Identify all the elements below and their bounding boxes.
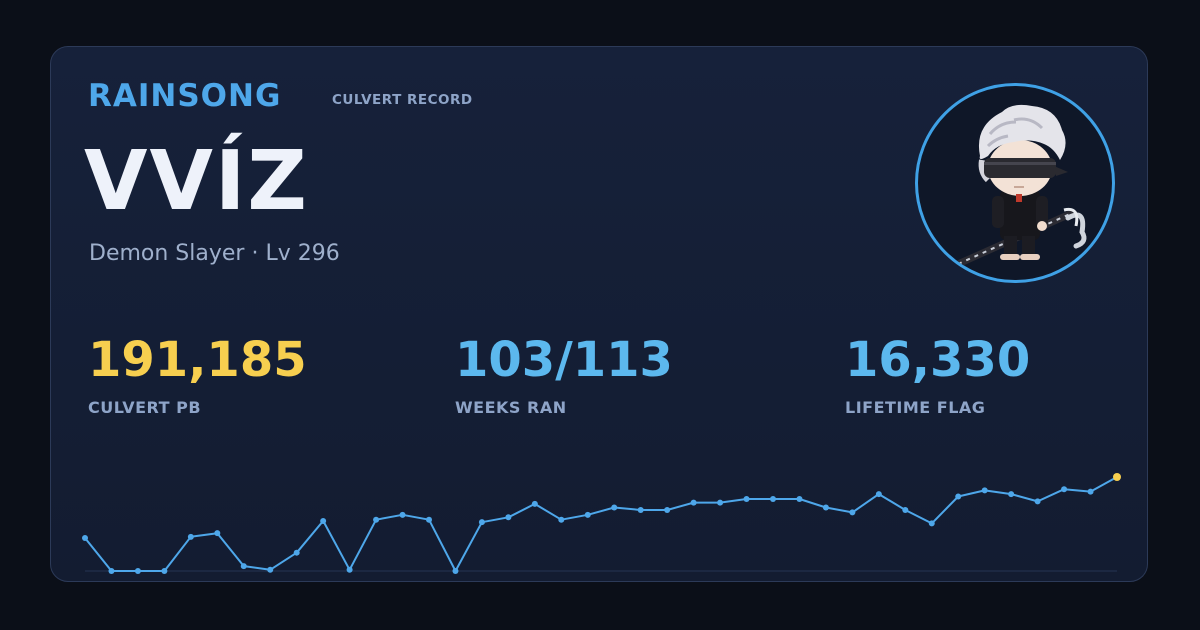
character-avatar-icon (954, 104, 1087, 268)
culvert-score-line-chart (82, 473, 1121, 574)
chart-point (1087, 488, 1094, 495)
chart-point (664, 506, 671, 513)
chart-point (1034, 498, 1041, 505)
chart-point (690, 499, 697, 506)
chart-point (187, 533, 194, 540)
chart-point (240, 563, 247, 570)
chart-point (373, 516, 380, 523)
chart-point (902, 506, 909, 513)
chart-point (452, 568, 459, 574)
chart-point (346, 566, 353, 573)
chart-point (822, 504, 829, 511)
chart-point-latest (1113, 473, 1121, 481)
chart-point (928, 520, 935, 527)
player-class-level: Demon Slayer · Lv 296 (89, 241, 340, 266)
culvert-record-card: RAINSONG CULVERT RECORD VVÍZ Demon Slaye… (50, 46, 1148, 582)
chart-point (611, 504, 618, 511)
chart-point (637, 506, 644, 513)
stat-value: 16,330 (845, 332, 1031, 388)
brand-logo: RAINSONG (88, 78, 282, 114)
chart-point (796, 495, 803, 502)
chart-point (531, 500, 538, 507)
chart-point (558, 516, 565, 523)
chart-point (717, 499, 724, 506)
chart-point (584, 511, 591, 518)
stat-value: 103/113 (455, 332, 673, 388)
chart-point (1061, 486, 1068, 493)
chart-point (399, 511, 406, 518)
chart-series-line (84, 476, 1118, 572)
stat-lifetime-flag: 16,330 LIFETIME FLAG (845, 336, 1030, 416)
chart-point (955, 493, 962, 500)
record-subtitle: CULVERT RECORD (332, 92, 473, 108)
stat-label: CULVERT PB (88, 398, 202, 417)
chart-point (849, 509, 856, 516)
chart-point (770, 495, 776, 502)
chart-point (214, 530, 221, 537)
chart-point (293, 549, 300, 556)
chart-point (320, 517, 327, 524)
chart-point (505, 514, 512, 521)
chart-point (161, 568, 168, 574)
avatar (915, 83, 1115, 283)
chart-point (981, 487, 988, 494)
stat-label: WEEKS RAN (455, 398, 567, 417)
chart-point (134, 568, 141, 574)
chart-point (108, 568, 115, 574)
chart-point (426, 516, 432, 523)
stat-label: LIFETIME FLAG (845, 398, 986, 417)
chart-point (743, 495, 750, 502)
stat-value: 191,185 (88, 332, 307, 388)
chart-point (1008, 491, 1015, 498)
stat-culvert-pb: 191,185 CULVERT PB (88, 336, 307, 416)
player-name: VVÍZ (84, 134, 309, 229)
chart-point (267, 566, 274, 573)
chart-point (875, 491, 882, 498)
chart-point (478, 519, 485, 526)
stat-weeks-ran: 103/113 WEEKS RAN (455, 336, 673, 416)
chart-point (82, 535, 88, 542)
